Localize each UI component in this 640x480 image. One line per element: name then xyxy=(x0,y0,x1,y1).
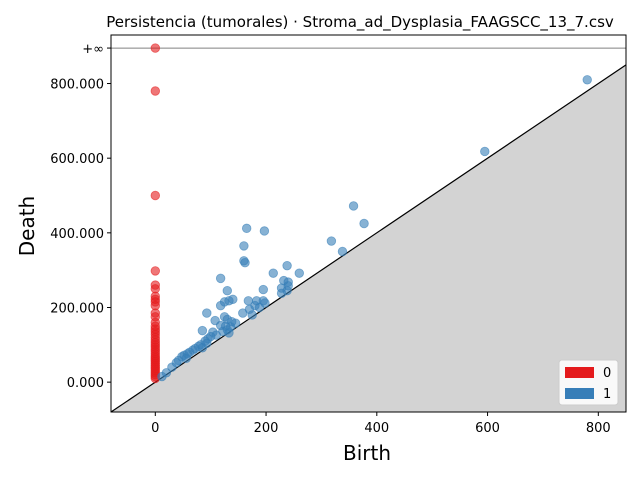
data-point xyxy=(240,257,250,268)
data-point xyxy=(150,190,161,201)
data-point xyxy=(582,75,592,85)
series-1 xyxy=(157,75,592,382)
data-point xyxy=(238,308,248,318)
data-point xyxy=(348,201,359,211)
infinity-tick-label: +∞ xyxy=(82,42,104,57)
data-point xyxy=(197,325,208,336)
data-point xyxy=(215,273,226,284)
data-point xyxy=(247,310,257,320)
data-point xyxy=(222,285,232,296)
y-tick-label: 200.000 xyxy=(50,301,104,316)
legend-label: 1 xyxy=(603,387,611,402)
data-point xyxy=(326,236,337,246)
plot-area: 0 200 400 600 800 0.000 200.000 400.000 600.000 8… xyxy=(50,34,627,436)
x-axis-label: Birth xyxy=(343,441,391,465)
data-point xyxy=(239,241,249,251)
chart-title: Persistencia (tumorales) · Stroma_ad_Dys… xyxy=(106,13,614,32)
x-tick-label: 400 xyxy=(364,421,389,436)
x-tick-label: 200 xyxy=(254,421,279,436)
data-point xyxy=(181,353,192,363)
data-point xyxy=(294,268,304,278)
legend-label: 0 xyxy=(603,366,611,381)
data-point xyxy=(157,371,167,382)
data-point xyxy=(215,300,226,311)
data-point xyxy=(276,288,287,299)
data-point xyxy=(202,308,212,318)
data-point xyxy=(258,284,268,295)
data-point xyxy=(268,268,278,278)
data-point xyxy=(167,362,177,372)
data-point xyxy=(359,218,369,229)
data-point xyxy=(337,246,348,257)
plot-frame xyxy=(110,34,627,413)
x-tick-label: 800 xyxy=(586,421,611,436)
legend: 01 xyxy=(558,359,619,406)
data-point xyxy=(254,302,265,313)
data-point xyxy=(150,86,161,96)
x-tick-label: 0 xyxy=(151,421,159,436)
y-axis-label: Death xyxy=(15,196,39,256)
data-point xyxy=(150,266,161,276)
legend-swatch xyxy=(565,388,594,399)
legend-swatch xyxy=(565,367,594,378)
data-point xyxy=(150,43,161,53)
y-tick-label: 800.000 xyxy=(50,78,104,93)
data-point xyxy=(259,226,270,236)
plot-content xyxy=(111,43,626,412)
data-point xyxy=(241,223,252,234)
data-point xyxy=(480,146,490,157)
data-point xyxy=(282,260,292,271)
x-tick-label: 600 xyxy=(475,421,500,436)
data-point xyxy=(224,328,234,338)
diagonal-line xyxy=(111,64,626,412)
series-0 xyxy=(150,43,161,384)
y-tick-label: 600.000 xyxy=(50,152,104,167)
y-tick-label: 400.000 xyxy=(50,227,104,242)
y-tick-label: 0.000 xyxy=(67,376,104,391)
